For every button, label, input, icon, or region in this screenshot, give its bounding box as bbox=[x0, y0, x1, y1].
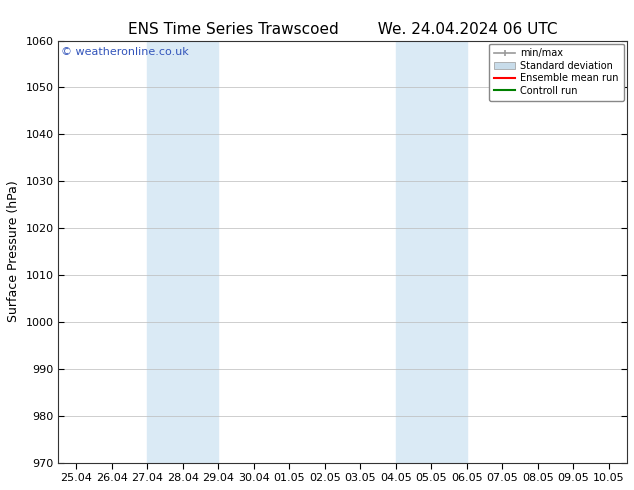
Text: © weatheronline.co.uk: © weatheronline.co.uk bbox=[61, 47, 189, 57]
Bar bbox=[396, 41, 467, 463]
Legend: min/max, Standard deviation, Ensemble mean run, Controll run: min/max, Standard deviation, Ensemble me… bbox=[489, 44, 624, 100]
Bar bbox=[147, 41, 218, 463]
Title: ENS Time Series Trawscoed        We. 24.04.2024 06 UTC: ENS Time Series Trawscoed We. 24.04.2024… bbox=[128, 22, 557, 37]
Y-axis label: Surface Pressure (hPa): Surface Pressure (hPa) bbox=[7, 181, 20, 322]
